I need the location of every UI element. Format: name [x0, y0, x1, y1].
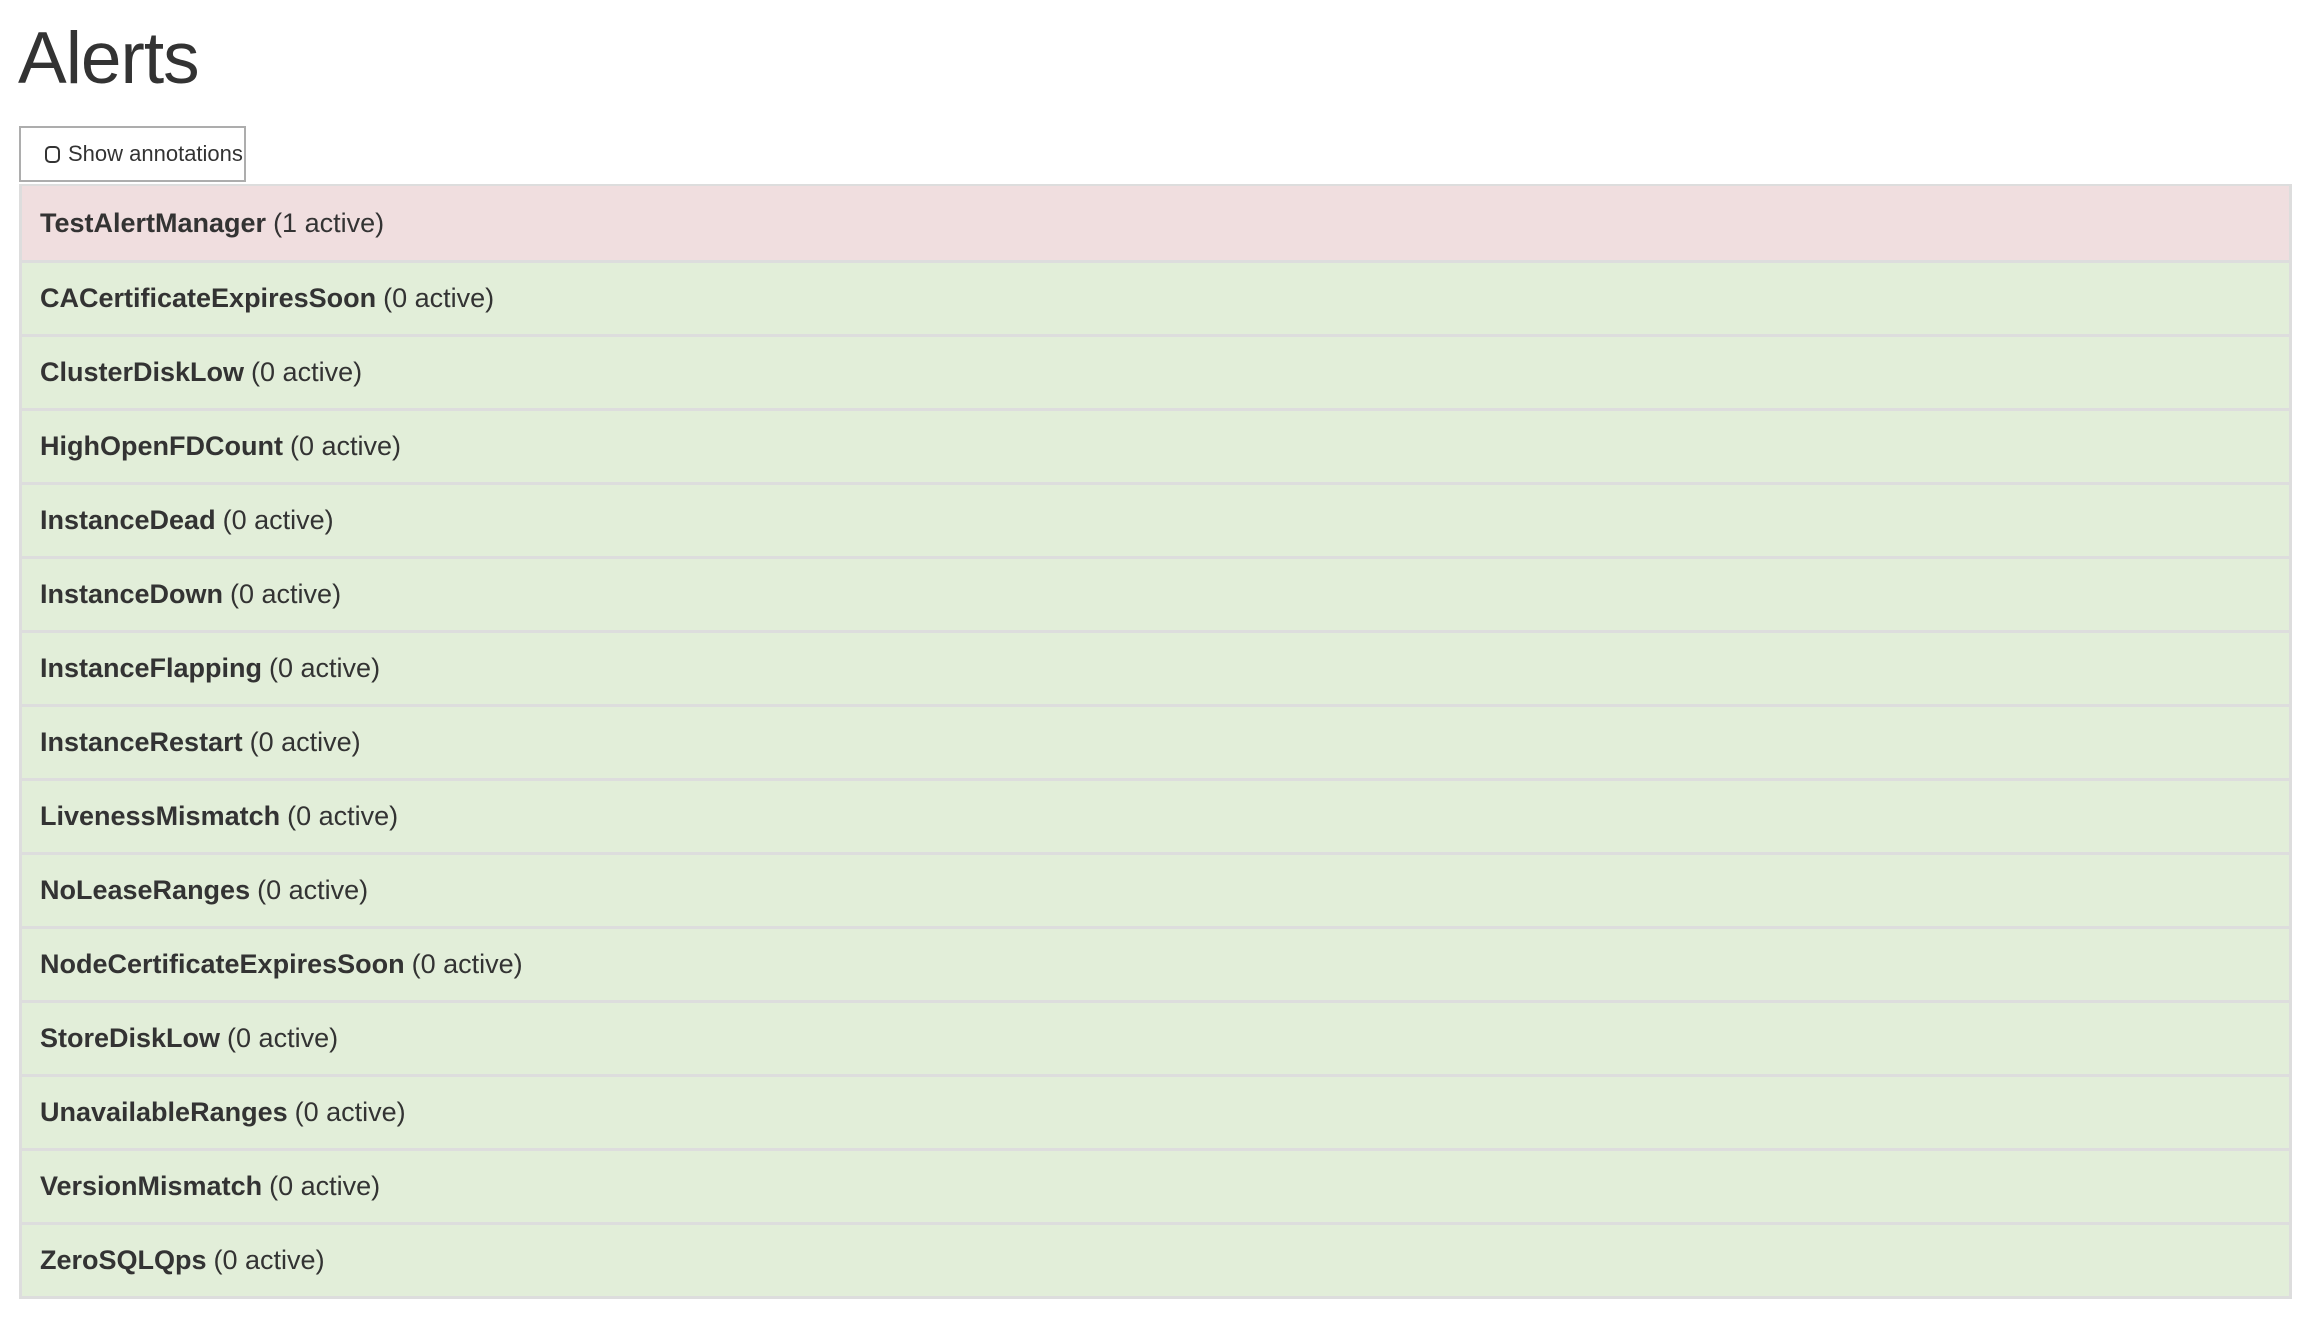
alert-active-count: (0 active): [249, 727, 361, 757]
page-title: Alerts: [18, 18, 200, 99]
alert-name: LivenessMismatch: [40, 801, 281, 831]
alert-active-count: (0 active): [411, 949, 523, 979]
alert-row[interactable]: InstanceRestart (0 active): [22, 704, 2289, 778]
alert-active-count: (0 active): [269, 653, 381, 683]
show-annotations-label: Show annotations: [68, 141, 243, 166]
alert-name: InstanceRestart: [40, 727, 243, 757]
alert-name: VersionMismatch: [40, 1171, 263, 1201]
alert-row[interactable]: LivenessMismatch (0 active): [22, 778, 2289, 852]
alert-name: ZeroSQLQps: [40, 1245, 207, 1275]
alert-active-count: (0 active): [257, 875, 369, 905]
alert-active-count: (0 active): [289, 431, 401, 461]
alert-active-count: (0 active): [227, 1023, 339, 1053]
alert-row[interactable]: NodeCertificateExpiresSoon (0 active): [22, 926, 2289, 1000]
alert-active-count: (0 active): [383, 283, 495, 313]
alert-row[interactable]: InstanceFlapping (0 active): [22, 630, 2289, 704]
alert-name: InstanceDead: [40, 505, 216, 535]
alert-row[interactable]: CACertificateExpiresSoon (0 active): [22, 260, 2289, 334]
alert-active-count: (0 active): [230, 579, 342, 609]
alert-name: HighOpenFDCount: [40, 431, 283, 461]
alert-name: UnavailableRanges: [40, 1097, 288, 1127]
checkbox-icon[interactable]: [45, 145, 60, 163]
alert-name: NodeCertificateExpiresSoon: [40, 949, 405, 979]
alert-row[interactable]: InstanceDead (0 active): [22, 482, 2289, 556]
alert-row[interactable]: NoLeaseRanges (0 active): [22, 852, 2289, 926]
alert-name: ClusterDiskLow: [40, 357, 245, 387]
alert-active-count: (0 active): [287, 801, 399, 831]
alert-row[interactable]: InstanceDown (0 active): [22, 556, 2289, 630]
show-annotations-button[interactable]: Show annotations: [19, 126, 246, 182]
alert-active-count: (0 active): [269, 1171, 381, 1201]
alert-list: TestAlertManager (1 active) CACertificateE…: [19, 184, 2292, 1299]
alert-row[interactable]: HighOpenFDCount (0 active): [22, 408, 2289, 482]
alert-row[interactable]: StoreDiskLow (0 active): [22, 1000, 2289, 1074]
alert-name: NoLeaseRanges: [40, 875, 251, 905]
alert-name: InstanceFlapping: [40, 653, 263, 683]
alert-active-count: (0 active): [251, 357, 363, 387]
alert-name: InstanceDown: [40, 579, 224, 609]
alert-row[interactable]: VersionMismatch (0 active): [22, 1148, 2289, 1222]
alert-active-count: (0 active): [294, 1097, 406, 1127]
alert-row[interactable]: ClusterDiskLow (0 active): [22, 334, 2289, 408]
alert-name: StoreDiskLow: [40, 1023, 221, 1053]
alert-active-count: (0 active): [222, 505, 334, 535]
alert-row[interactable]: ZeroSQLQps (0 active): [22, 1222, 2289, 1296]
alert-row[interactable]: UnavailableRanges (0 active): [22, 1074, 2289, 1148]
alert-name: TestAlertManager: [40, 207, 267, 238]
alert-name: CACertificateExpiresSoon: [40, 283, 377, 313]
alert-active-count: (0 active): [213, 1245, 325, 1275]
alert-row[interactable]: TestAlertManager (1 active): [22, 186, 2289, 260]
alert-active-count: (1 active): [273, 207, 385, 238]
